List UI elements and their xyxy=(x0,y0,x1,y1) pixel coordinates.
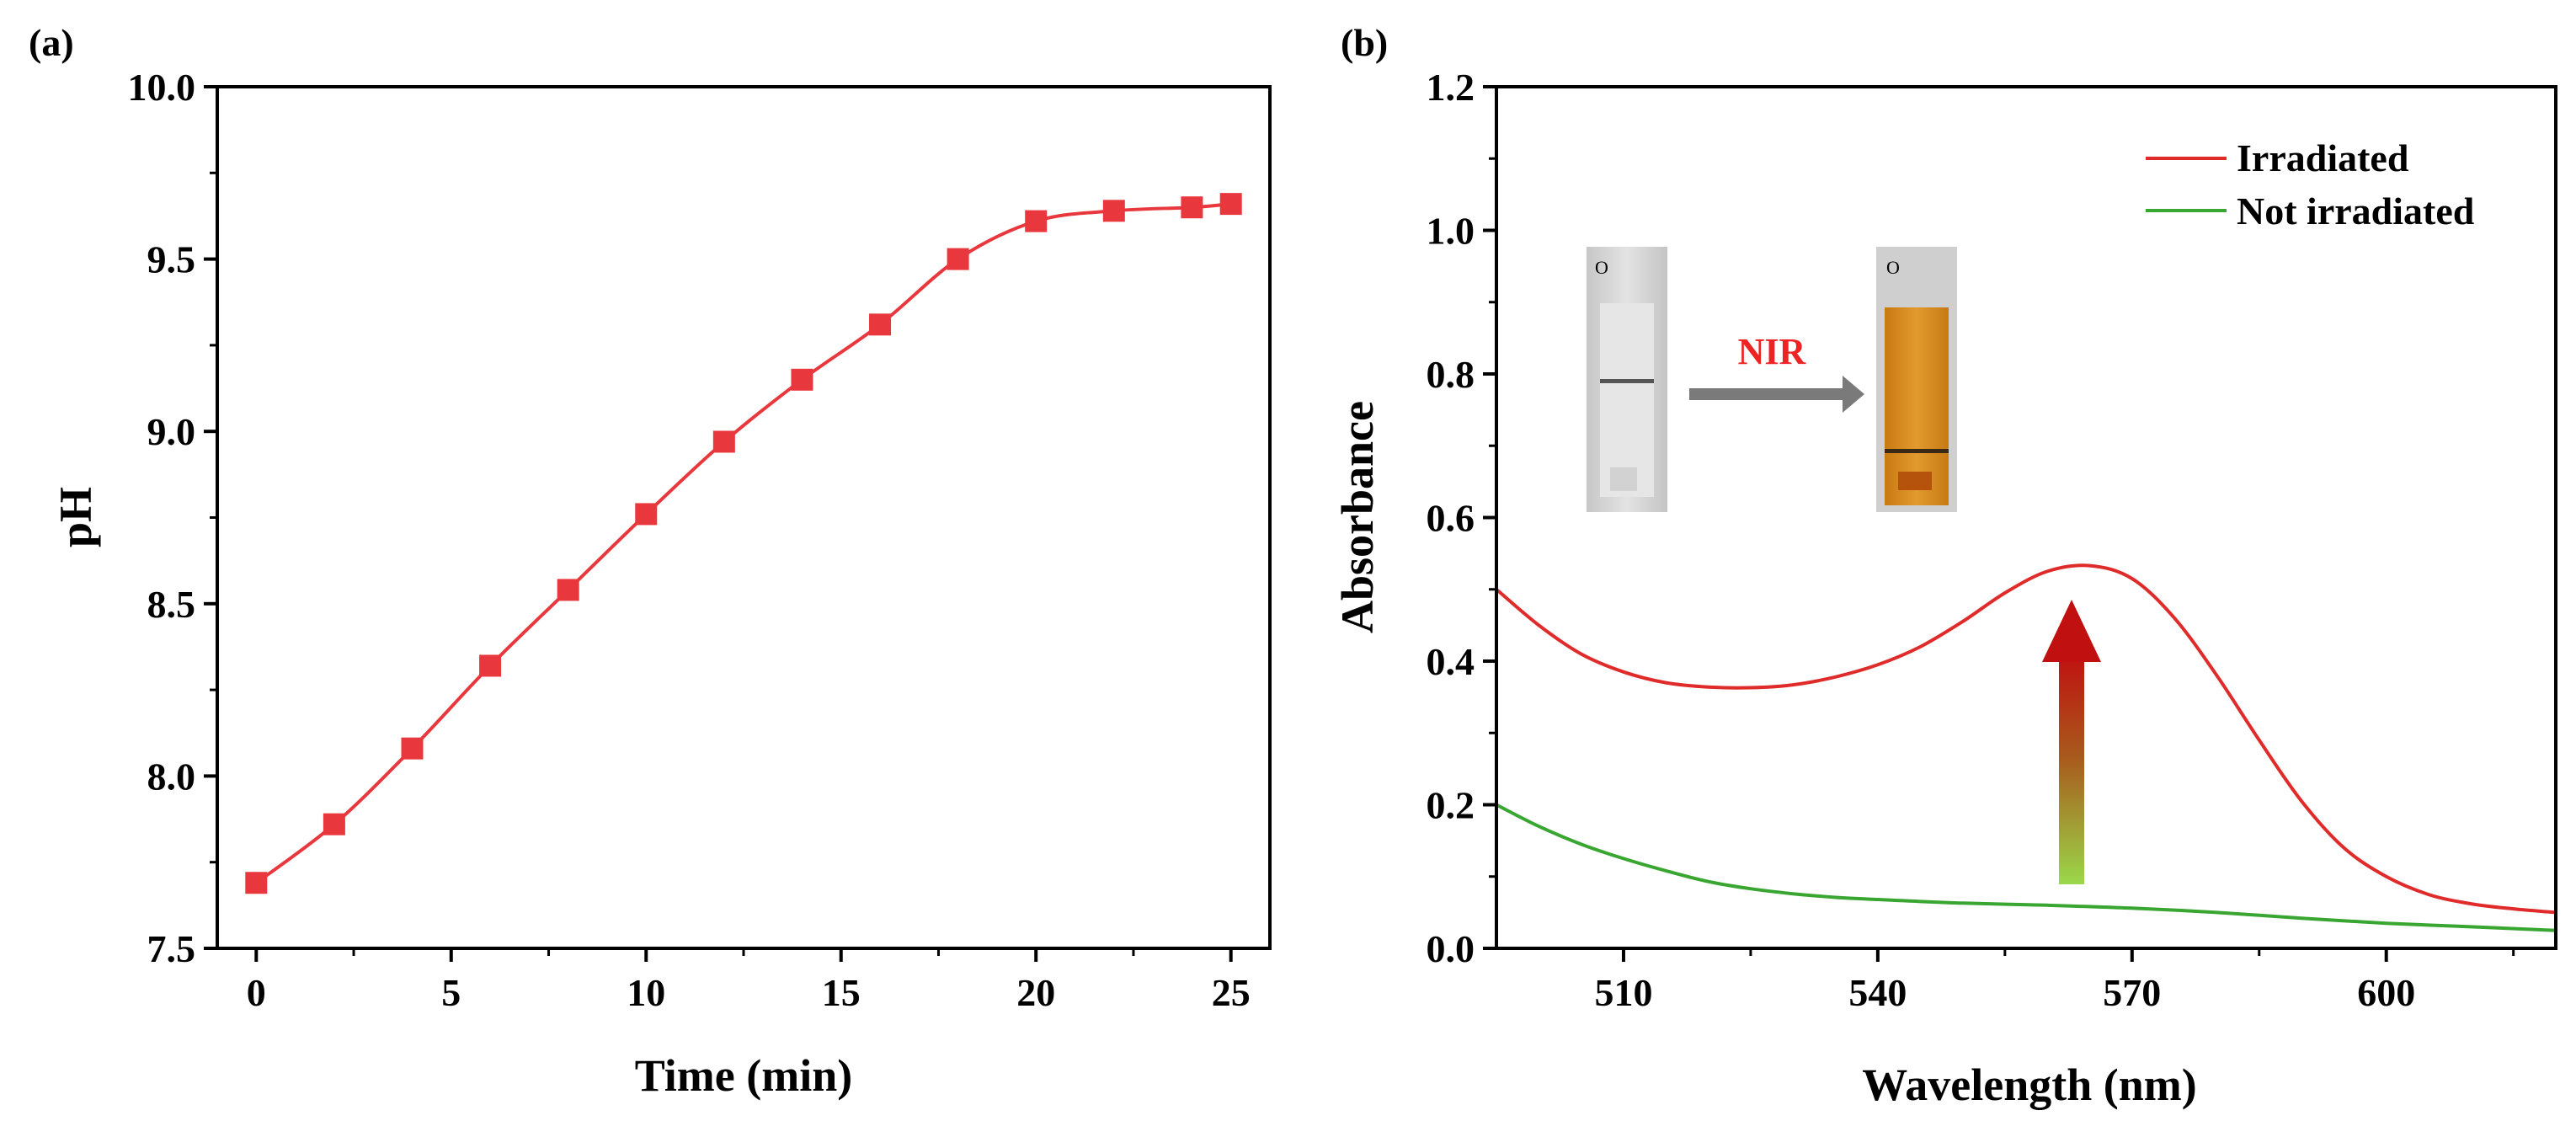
a-x-ticks: 0 5 10 15 20 25 xyxy=(247,948,1251,1014)
a-x-tick-label: 0 xyxy=(247,971,266,1014)
b-x-axis-label: Wavelength (nm) xyxy=(1862,1060,2197,1110)
cuvette-after-band xyxy=(1885,449,1949,453)
b-x-tick-label: 570 xyxy=(2103,971,2161,1014)
nir-arrow-shaft xyxy=(1689,388,1843,400)
a-data-point xyxy=(401,737,424,760)
a-y-tick-label: 7.5 xyxy=(147,927,196,970)
a-series-line xyxy=(255,202,1231,884)
a-x-tick-label: 20 xyxy=(1016,971,1055,1014)
a-y-tick-label: 9.0 xyxy=(147,410,196,453)
a-y-tick-label: 8.0 xyxy=(147,755,196,798)
inset-photos: O NIR O xyxy=(1587,247,1957,512)
a-data-point xyxy=(712,430,735,453)
a-x-tick-label: 10 xyxy=(627,971,665,1014)
a-x-tick-label: 5 xyxy=(441,971,461,1014)
a-data-point xyxy=(245,872,268,894)
b-y-tick-label: 1.0 xyxy=(1427,210,1475,253)
b-x-tick-label: 510 xyxy=(1594,971,1652,1014)
increase-arrow-shaft xyxy=(2059,654,2084,884)
b-axes-frame xyxy=(1495,85,2557,950)
cuvette-after-sediment xyxy=(1898,472,1932,490)
cuvette-after-mark: O xyxy=(1886,257,1900,278)
a-y-axis-label: pH xyxy=(51,487,101,547)
a-data-point xyxy=(479,654,502,677)
b-y-ticks: 0.0 0.2 0.4 0.6 0.8 1.0 1.2 xyxy=(1427,66,1496,970)
legend-label-not-irradiated: Not irradiated xyxy=(2237,190,2475,232)
a-data-point xyxy=(1102,200,1125,222)
nir-label: NIR xyxy=(1738,331,1807,372)
b-y-tick-label: 0.4 xyxy=(1427,640,1475,683)
b-y-tick-label: 0.8 xyxy=(1427,353,1475,396)
cuvette-before-band xyxy=(1600,379,1654,383)
nir-arrow: NIR xyxy=(1689,331,1864,413)
nir-arrow-head xyxy=(1843,376,1864,413)
b-y-tick-label: 0.6 xyxy=(1427,497,1475,540)
b-x-tick-label: 600 xyxy=(2357,971,2415,1014)
a-x-tick-label: 25 xyxy=(1212,971,1251,1014)
cuvette-before: O xyxy=(1587,247,1667,512)
panel-b: (b) 0.0 0.2 0.4 0.6 0.8 1.0 1.2 510 540 570 600 O… xyxy=(1332,21,2557,1110)
a-data-point xyxy=(869,313,892,336)
cuvette-after: O xyxy=(1876,247,1957,512)
b-x-ticks: 510 540 570 600 xyxy=(1594,948,2515,1014)
b-y-axis-label: Absorbance xyxy=(1332,401,1383,633)
a-y-tick-label: 9.5 xyxy=(147,238,196,281)
a-data-point xyxy=(791,368,813,391)
panel-a: (a) 7.5 8.0 8.5 9.0 9.5 10.0 0 5 10 15 20 25 Time … xyxy=(29,21,1272,1101)
cuvette-before-mark: O xyxy=(1595,257,1608,278)
legend: Irradiated Not irradiated xyxy=(2146,136,2475,232)
a-data-point xyxy=(557,579,579,601)
b-plot-area xyxy=(1495,563,2557,932)
a-x-tick-label: 15 xyxy=(822,971,861,1014)
increase-arrow-head xyxy=(2042,600,2101,662)
a-data-point xyxy=(1025,210,1048,232)
a-data-point xyxy=(1181,196,1203,219)
b-x-tick-label: 540 xyxy=(1848,971,1907,1014)
b-series-line-not-irradiated xyxy=(1496,803,2557,932)
a-plot-area xyxy=(245,193,1242,894)
a-x-axis-label: Time (min) xyxy=(635,1050,852,1101)
a-y-ticks: 7.5 8.0 8.5 9.0 9.5 10.0 xyxy=(128,66,217,970)
a-axes-frame xyxy=(216,85,1272,950)
b-y-tick-label: 0.2 xyxy=(1427,784,1475,827)
a-data-point xyxy=(323,813,345,835)
b-y-tick-label: 0.0 xyxy=(1427,927,1475,970)
b-series-line-irradiated xyxy=(1495,563,2557,915)
panel-b-label: (b) xyxy=(1341,21,1388,64)
panel-a-label: (a) xyxy=(29,21,74,64)
cuvette-before-liquid xyxy=(1600,303,1654,497)
a-y-tick-label: 8.5 xyxy=(147,583,196,626)
increase-arrow xyxy=(2042,600,2101,884)
a-data-point xyxy=(1219,193,1242,216)
a-data-point xyxy=(947,248,969,270)
b-y-tick-label: 1.2 xyxy=(1427,66,1475,109)
legend-label-irradiated: Irradiated xyxy=(2237,136,2409,179)
cuvette-before-sediment xyxy=(1610,467,1637,491)
a-data-point xyxy=(635,503,658,526)
a-y-tick-label: 10.0 xyxy=(128,66,196,109)
